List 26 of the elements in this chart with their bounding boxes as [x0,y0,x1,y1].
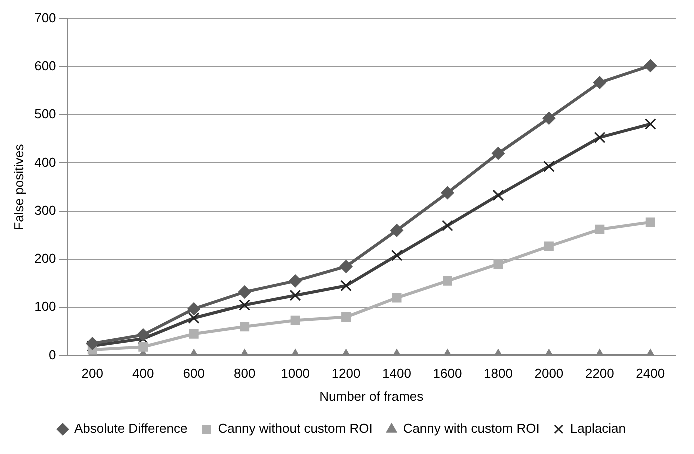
x-tick-label: 800 [234,366,256,382]
x-tick-label: 600 [183,366,205,382]
y-tick-label: 300 [34,202,56,218]
y-tick-label: 600 [34,58,56,74]
x-tick-label: 1200 [332,366,361,382]
y-tick-label: 400 [34,154,56,170]
x-axis-title: Number of frames [320,388,424,404]
y-tick-label: 500 [34,106,56,122]
x-tick-label: 200 [82,366,104,382]
x-tick-label: 2000 [534,366,564,382]
x-tick-label: 1400 [382,366,412,382]
legend-label: Absolute Difference [74,421,188,436]
x-tick-label: 1800 [484,366,513,382]
y-tick-label: 200 [34,251,56,266]
y-tick-label: 100 [34,299,56,314]
x-tick-label: 1600 [433,366,462,382]
y-axis-title: False positives [11,144,26,230]
x-tick-label: 2200 [585,366,614,382]
x-tick-label: 400 [132,366,154,382]
legend-label: Laplacian [570,421,626,436]
legend-label: Canny with custom ROI [403,421,540,436]
x-tick-label: 1000 [281,366,310,382]
legend-label: Canny without custom ROI [218,421,373,436]
y-tick-label: 0 [49,347,56,362]
x-tick-label: 2400 [636,366,666,382]
y-tick-label: 700 [34,10,56,26]
